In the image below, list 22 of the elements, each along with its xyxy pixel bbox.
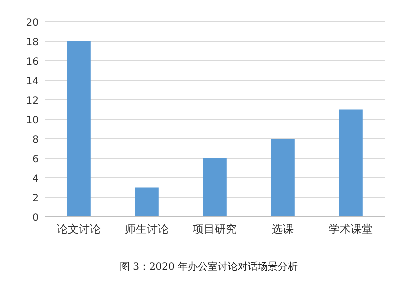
bar [271, 139, 295, 217]
y-tick-label: 18 [26, 38, 39, 48]
x-tick-label: 选课 [272, 223, 294, 236]
x-tick-label: 论文讨论 [57, 223, 101, 236]
y-tick-label: 12 [26, 96, 39, 107]
y-tick-label: 14 [26, 76, 39, 88]
bar [203, 158, 227, 217]
y-tick-label: 16 [26, 57, 39, 68]
y-tick-label: 10 [26, 116, 39, 126]
y-tick-label: 8 [32, 135, 39, 146]
y-tick-label: 2 [32, 194, 39, 204]
y-tick-label: 6 [32, 154, 39, 166]
y-tick-label: 0 [32, 213, 39, 224]
bar [67, 42, 91, 217]
y-tick-label: 4 [32, 174, 39, 185]
caption: 图 3：2020 年办公室讨论对话场景分析 [120, 261, 298, 273]
x-tick-label: 项目研究 [193, 223, 237, 236]
bar [339, 110, 363, 217]
bar [135, 188, 159, 217]
x-tick-label: 师生讨论 [125, 223, 169, 236]
y-tick-label: 20 [26, 18, 39, 29]
x-tick-label: 学术课堂 [329, 223, 373, 236]
